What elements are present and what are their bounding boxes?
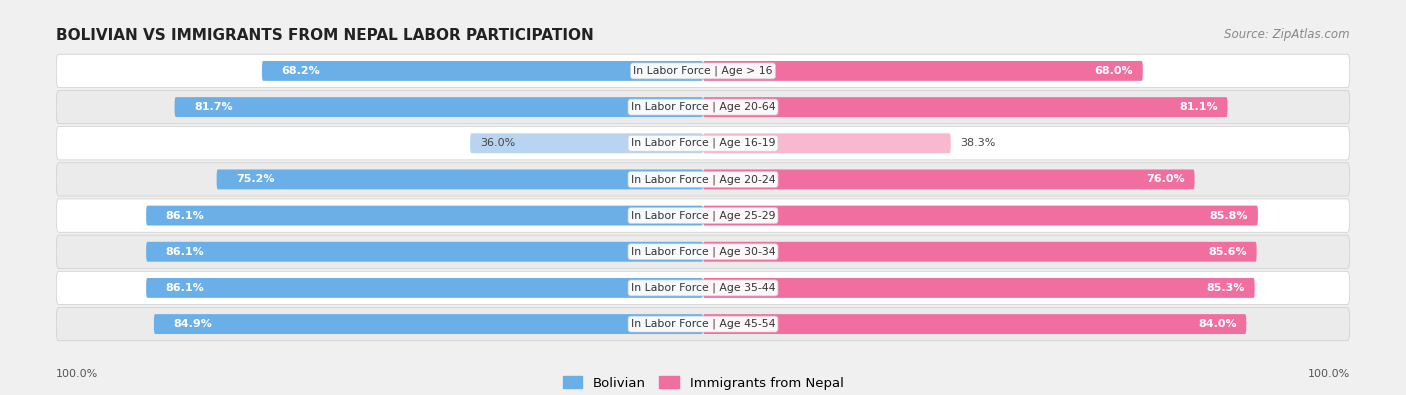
- FancyBboxPatch shape: [56, 199, 1350, 232]
- FancyBboxPatch shape: [262, 61, 703, 81]
- FancyBboxPatch shape: [703, 206, 1258, 226]
- FancyBboxPatch shape: [56, 90, 1350, 124]
- Text: In Labor Force | Age 45-54: In Labor Force | Age 45-54: [631, 319, 775, 329]
- FancyBboxPatch shape: [174, 97, 703, 117]
- FancyBboxPatch shape: [56, 271, 1350, 305]
- Text: 75.2%: 75.2%: [236, 175, 274, 184]
- Text: 68.2%: 68.2%: [281, 66, 321, 76]
- FancyBboxPatch shape: [703, 97, 1227, 117]
- Text: 36.0%: 36.0%: [479, 138, 515, 148]
- Text: In Labor Force | Age 35-44: In Labor Force | Age 35-44: [631, 283, 775, 293]
- Text: In Labor Force | Age 20-24: In Labor Force | Age 20-24: [631, 174, 775, 185]
- FancyBboxPatch shape: [703, 314, 1246, 334]
- Text: In Labor Force | Age 25-29: In Labor Force | Age 25-29: [631, 210, 775, 221]
- Text: 85.3%: 85.3%: [1206, 283, 1244, 293]
- FancyBboxPatch shape: [56, 127, 1350, 160]
- Text: In Labor Force | Age > 16: In Labor Force | Age > 16: [633, 66, 773, 76]
- Text: 100.0%: 100.0%: [56, 369, 98, 379]
- Text: In Labor Force | Age 16-19: In Labor Force | Age 16-19: [631, 138, 775, 149]
- FancyBboxPatch shape: [153, 314, 703, 334]
- FancyBboxPatch shape: [703, 278, 1254, 298]
- Text: 100.0%: 100.0%: [1308, 369, 1350, 379]
- Text: 86.1%: 86.1%: [166, 247, 204, 257]
- FancyBboxPatch shape: [146, 242, 703, 262]
- Text: 81.7%: 81.7%: [194, 102, 232, 112]
- Text: 86.1%: 86.1%: [166, 283, 204, 293]
- FancyBboxPatch shape: [217, 169, 703, 189]
- Text: In Labor Force | Age 20-64: In Labor Force | Age 20-64: [631, 102, 775, 112]
- FancyBboxPatch shape: [146, 206, 703, 226]
- Text: BOLIVIAN VS IMMIGRANTS FROM NEPAL LABOR PARTICIPATION: BOLIVIAN VS IMMIGRANTS FROM NEPAL LABOR …: [56, 28, 593, 43]
- FancyBboxPatch shape: [56, 235, 1350, 268]
- FancyBboxPatch shape: [703, 133, 950, 153]
- Text: 76.0%: 76.0%: [1146, 175, 1185, 184]
- Text: 86.1%: 86.1%: [166, 211, 204, 220]
- Text: 38.3%: 38.3%: [960, 138, 995, 148]
- Text: 85.6%: 85.6%: [1208, 247, 1247, 257]
- Text: In Labor Force | Age 30-34: In Labor Force | Age 30-34: [631, 246, 775, 257]
- Text: 84.0%: 84.0%: [1198, 319, 1237, 329]
- FancyBboxPatch shape: [703, 61, 1143, 81]
- Text: 85.8%: 85.8%: [1209, 211, 1249, 220]
- FancyBboxPatch shape: [56, 163, 1350, 196]
- Text: 81.1%: 81.1%: [1180, 102, 1218, 112]
- Legend: Bolivian, Immigrants from Nepal: Bolivian, Immigrants from Nepal: [557, 371, 849, 395]
- FancyBboxPatch shape: [703, 242, 1257, 262]
- FancyBboxPatch shape: [56, 307, 1350, 341]
- Text: 68.0%: 68.0%: [1094, 66, 1133, 76]
- FancyBboxPatch shape: [703, 169, 1195, 189]
- FancyBboxPatch shape: [470, 133, 703, 153]
- FancyBboxPatch shape: [56, 54, 1350, 88]
- Text: 84.9%: 84.9%: [173, 319, 212, 329]
- FancyBboxPatch shape: [146, 278, 703, 298]
- Text: Source: ZipAtlas.com: Source: ZipAtlas.com: [1225, 28, 1350, 41]
